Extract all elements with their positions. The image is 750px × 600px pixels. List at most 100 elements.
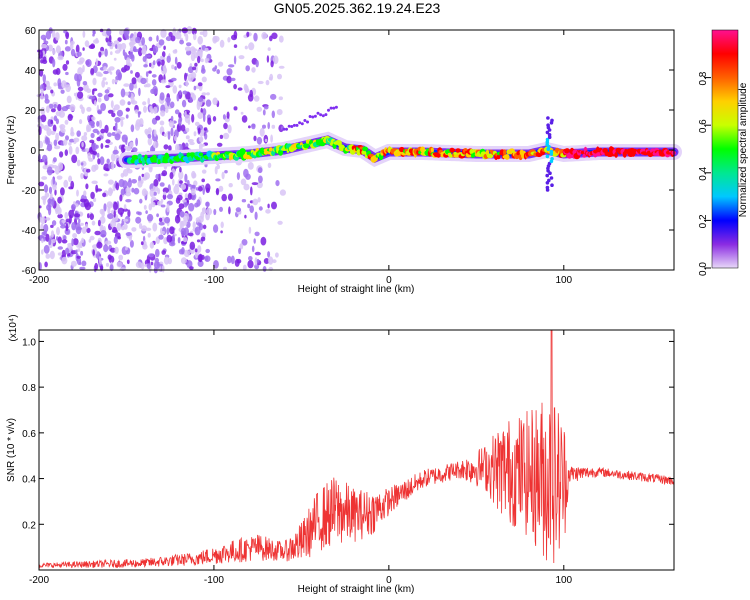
snr-x-label: Height of straight line (km) [298,584,415,595]
noise-dot [39,69,44,77]
noise-dot [111,78,115,85]
snr-frame [38,329,675,571]
noise-dot [137,111,142,115]
noise-dot [192,66,197,71]
noise-dot [263,105,269,110]
noise-dot [265,209,271,214]
noise-dot [102,77,107,81]
noise-dot [46,204,52,211]
noise-dot [104,89,110,94]
ridge-blob [455,148,461,153]
noise-dot [110,51,113,56]
noise-dot [247,203,251,209]
noise-dot [179,220,183,229]
ridge-arm-blob [321,114,325,118]
noise-dot [259,127,265,137]
noise-dot [76,74,82,82]
noise-dot [101,79,106,88]
noise-dot [143,204,147,210]
noise-dot [141,188,148,197]
noise-dot [205,58,210,62]
noise-dot [188,202,195,212]
noise-dot [257,167,263,174]
noise-dot [126,57,131,66]
noise-dot [82,64,85,73]
noise-dot [226,68,233,76]
noise-dot [97,219,101,227]
x-tick-label: 0 [386,275,392,286]
noise-dot [267,203,270,209]
ridge-blob [239,148,246,156]
noise-dot [114,117,121,123]
noise-dot [152,45,159,54]
noise-dot [68,142,72,146]
noise-dot [70,131,75,137]
noise-dot [72,233,77,239]
noise-dot [120,119,124,128]
noise-dot [196,239,201,243]
noise-dot [264,138,268,143]
noise-dot [219,39,225,48]
noise-dot [152,141,159,149]
noise-dot [50,130,56,135]
noise-dot [61,239,68,244]
noise-dot [105,81,108,85]
noise-dot [202,113,206,123]
ridge-arm-blob [282,127,286,131]
noise-dot [238,247,242,255]
noise-dot [170,115,174,122]
noise-dot [88,157,94,162]
noise-dot [181,220,188,226]
noise-dot [187,183,192,187]
noise-dot [267,162,272,168]
noise-dot [183,201,188,208]
noise-dot [165,36,172,42]
noise-dot [179,180,183,184]
noise-dot [55,32,60,41]
noise-dot [189,266,194,270]
noise-dot [169,172,174,180]
noise-dot [98,51,102,58]
noise-dot [57,162,64,171]
noise-dot [131,227,137,232]
noise-dot [206,92,210,96]
noise-dot [267,251,271,258]
noise-dot [116,261,123,268]
ridge-blob [564,148,570,154]
noise-dot [76,51,82,57]
noise-dot [64,247,70,255]
noise-dot [200,107,203,114]
noise-dot [185,142,189,148]
noise-dot [266,55,270,63]
noise-dot [196,101,201,111]
x-tick-label: 100 [555,575,572,586]
noise-dot [116,222,122,231]
noise-dot [138,87,141,97]
noise-dot [82,30,86,38]
noise-dot [97,109,103,115]
noise-dot [142,101,147,106]
noise-dot [159,55,164,60]
noise-dot [157,200,163,206]
noise-dot [47,118,51,127]
ridge-blob [596,146,600,154]
noise-dot [89,213,95,221]
noise-dot [92,77,97,86]
noise-dot [41,238,44,244]
y-tick-label: -20 [22,186,37,197]
noise-dot [59,151,64,158]
noise-dot [215,178,221,182]
ridge-arm-blob [332,106,336,110]
noise-dot [265,79,270,86]
noise-dot [193,180,198,187]
noise-dot [65,222,69,232]
noise-dot [112,149,119,155]
noise-dot [147,232,151,238]
noise-dot [194,62,198,67]
noise-dot [156,213,160,218]
noise-dot [52,69,59,75]
noise-dot [143,64,148,68]
noise-dot [152,133,158,142]
noise-dot [44,261,48,268]
noise-dot [181,247,185,255]
